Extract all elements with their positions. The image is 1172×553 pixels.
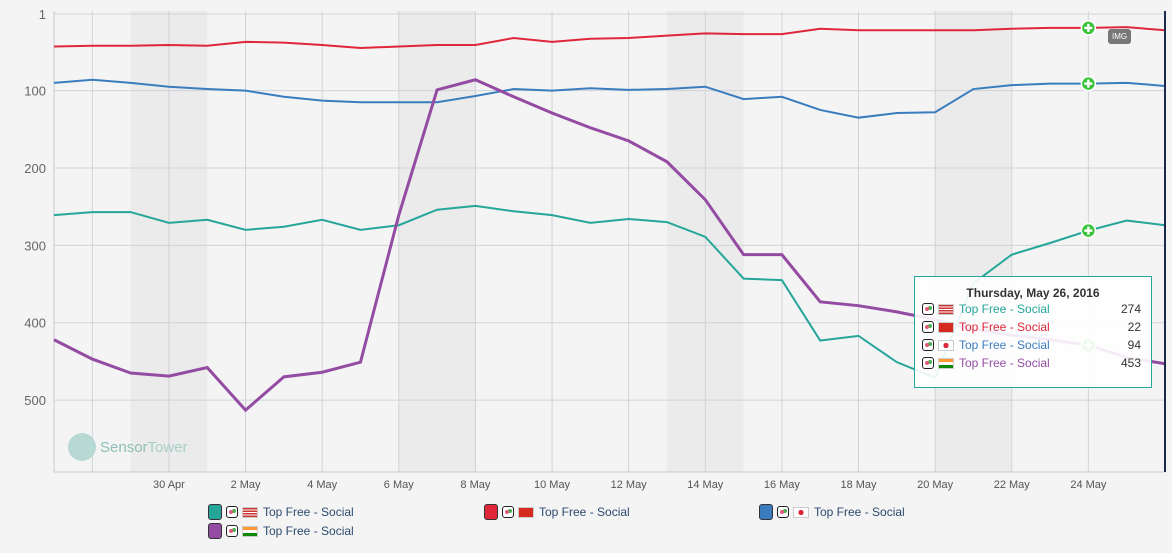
x-tick-label: 10 May [534, 479, 571, 491]
app-icon [226, 525, 238, 537]
legend-label: Top Free - Social [539, 505, 630, 519]
plus-icon [1084, 226, 1093, 235]
y-tick-label: 200 [24, 161, 46, 176]
tooltip-series-label: Top Free - Social [959, 356, 1050, 370]
tooltip-row: Top Free - Social 453 [915, 354, 1151, 372]
tooltip-series-label: Top Free - Social [959, 338, 1050, 352]
x-tick-label: 16 May [764, 479, 801, 491]
app-icon [502, 506, 514, 518]
weekend-band [935, 11, 1012, 472]
tooltip-title: Thursday, May 26, 2016 [966, 286, 1100, 300]
flag-cn-icon [518, 506, 534, 518]
flag-in-icon [242, 525, 258, 537]
x-tick-label: 2 May [231, 479, 261, 491]
x-tick-label: 18 May [840, 479, 877, 491]
flag-us-icon [938, 303, 954, 315]
rank-chart[interactable]: 1 100 200 300 400 500 30 Apr 2 May 4 May 6 May 8 M… [0, 0, 1172, 500]
tooltip-value: 22 [1127, 320, 1141, 334]
x-tick-label: 14 May [687, 479, 724, 491]
plus-icon [1084, 79, 1093, 88]
app-icon [922, 339, 934, 351]
legend-label: Top Free - Social [263, 505, 354, 519]
tooltip-row: Top Free - Social 94 [915, 336, 1151, 354]
plus-icon [1084, 23, 1093, 32]
series-line-cn [53, 26, 1166, 50]
legend-swatch[interactable] [484, 504, 498, 520]
flag-cn-icon [938, 321, 954, 333]
legend-item-in[interactable]: Top Free - Social [208, 523, 354, 539]
legend-item-us[interactable]: Top Free - Social [208, 504, 354, 520]
legend-swatch[interactable] [208, 523, 222, 539]
tooltip: Thursday, May 26, 2016 Top Free - Social… [914, 276, 1152, 388]
x-tick-label: 4 May [307, 479, 337, 491]
tooltip-value: 274 [1120, 302, 1141, 316]
legend-swatch[interactable] [208, 504, 222, 520]
y-tick-label: 300 [24, 238, 46, 253]
y-tick-label: 400 [24, 316, 46, 331]
tooltip-value: 453 [1120, 356, 1141, 370]
flag-jp-icon [793, 506, 809, 518]
flag-us-icon [242, 506, 258, 518]
x-tick-label: 12 May [611, 479, 648, 491]
weekend-band [398, 11, 476, 472]
x-tick-label: 6 May [384, 479, 414, 491]
legend-item-cn[interactable]: Top Free - Social [484, 504, 630, 520]
app-icon [777, 506, 789, 518]
app-icon [226, 506, 238, 518]
legend-label: Top Free - Social [814, 505, 905, 519]
app-icon [922, 357, 934, 369]
x-tick-label: 22 May [994, 479, 1031, 491]
y-tick-label: 1 [39, 7, 46, 22]
legend-swatch[interactable] [759, 504, 773, 520]
hover-marker-jp [1080, 75, 1097, 92]
sensortower-logo-icon [68, 433, 96, 461]
app-icon [922, 303, 934, 315]
legend-label: Top Free - Social [263, 524, 354, 538]
x-tick-label: 30 Apr [153, 479, 185, 491]
tooltip-value: 94 [1127, 338, 1141, 352]
y-tick-label: 500 [24, 393, 46, 408]
x-tick-label: 24 May [1070, 479, 1107, 491]
tooltip-row: Top Free - Social 274 [915, 300, 1151, 318]
app-icon [922, 321, 934, 333]
x-tick-label: 8 May [460, 479, 490, 491]
tooltip-row: Top Free - Social 22 [915, 318, 1151, 336]
flag-in-icon [938, 357, 954, 369]
series-line-jp [53, 78, 1166, 119]
img-badge[interactable]: IMG [1108, 29, 1132, 44]
x-tick-label: 20 May [917, 479, 954, 491]
hover-marker-cn [1080, 20, 1097, 36]
y-tick-label: 100 [24, 84, 46, 99]
flag-jp-icon [938, 339, 954, 351]
legend-item-jp[interactable]: Top Free - Social [759, 504, 905, 520]
tooltip-series-label: Top Free - Social [959, 320, 1050, 334]
hover-marker-us [1080, 222, 1097, 239]
sensortower-watermark: Sensor Tower [68, 433, 188, 461]
tooltip-series-label: Top Free - Social [959, 302, 1050, 316]
